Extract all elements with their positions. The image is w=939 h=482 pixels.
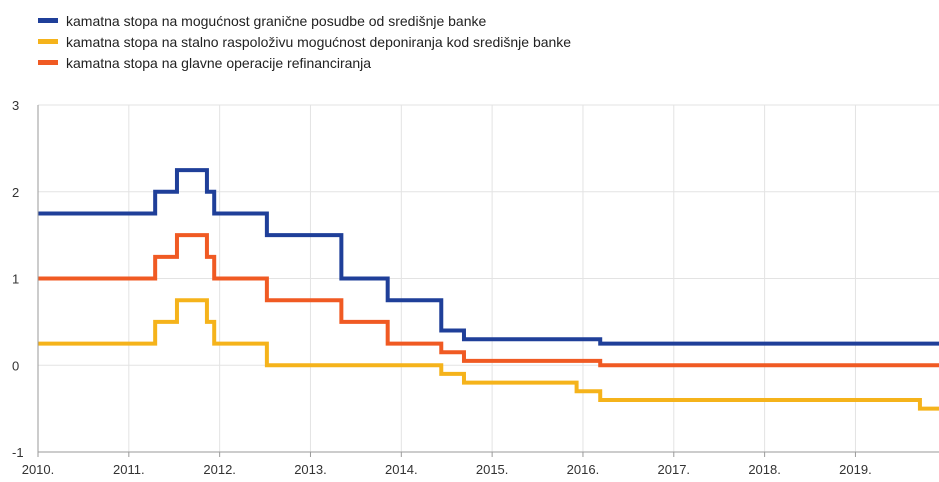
x-tick-label: 2019. <box>839 462 872 477</box>
y-tick-label: 0 <box>12 358 19 373</box>
legend-swatch-deposit-facility <box>38 39 58 44</box>
x-tick-label: 2015. <box>476 462 509 477</box>
legend-swatch-marginal-lending <box>38 18 58 23</box>
x-tick-label: 2014. <box>385 462 418 477</box>
x-tick-label: 2018. <box>748 462 781 477</box>
x-tick-label: 2017. <box>658 462 691 477</box>
legend: kamatna stopa na mogućnost granične posu… <box>38 10 571 73</box>
legend-swatch-main-refinancing <box>38 60 58 65</box>
legend-label-marginal-lending: kamatna stopa na mogućnost granične posu… <box>66 12 487 29</box>
series-line-marginal-lending <box>38 168 939 346</box>
legend-label-deposit-facility: kamatna stopa na stalno raspoloživu mogu… <box>66 33 572 50</box>
x-tick-label: 2016. <box>567 462 600 477</box>
x-tick-label: 2012. <box>203 462 236 477</box>
x-tick-label: 2013. <box>294 462 327 477</box>
y-tick-label: 3 <box>12 98 19 113</box>
y-tick-label: -1 <box>12 445 24 460</box>
legend-item-marginal-lending: kamatna stopa na mogućnost granične posu… <box>38 10 571 31</box>
y-tick-label: 1 <box>12 272 19 287</box>
legend-item-deposit-facility: kamatna stopa na stalno raspoloživu mogu… <box>38 31 571 52</box>
legend-item-main-refinancing: kamatna stopa na glavne operacije refina… <box>38 52 571 73</box>
y-tick-label: 2 <box>12 185 19 200</box>
series-line-deposit-facility <box>38 298 939 411</box>
x-tick-label: 2011. <box>113 462 145 477</box>
series-line-main-refinancing <box>38 233 939 368</box>
legend-label-main-refinancing: kamatna stopa na glavne operacije refina… <box>66 54 372 71</box>
x-tick-label: 2010. <box>22 462 55 477</box>
